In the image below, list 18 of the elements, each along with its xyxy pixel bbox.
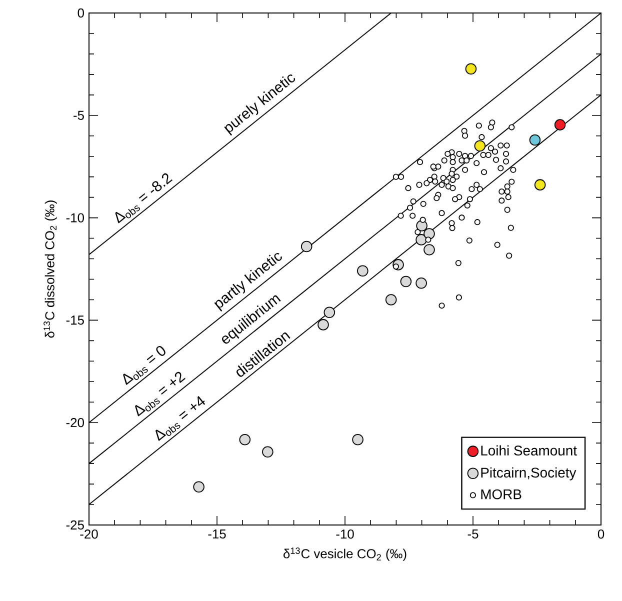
y-tick-label: -5: [74, 110, 84, 120]
legend-label: Δ$_{obs}$ = 0: [123, 346, 166, 385]
y-tick-label: -15: [66, 316, 84, 325]
y-tick-label: -10: [66, 213, 84, 222]
x-tick-label: -15: [208, 530, 226, 539]
x-axis-title: δ$^{13}$C vesicle CO$_{2}$ (‰): [284, 548, 406, 561]
x-tick-label: -10: [336, 530, 354, 539]
legend-label: Pitcairn,Society: [481, 467, 576, 480]
legend-label: MORB: [481, 489, 522, 500]
y-tick-label: 0: [78, 8, 84, 18]
x-tick-label: -20: [80, 530, 98, 539]
legend-label: Loihi Seamount: [481, 445, 577, 456]
x-tick-label: -5: [468, 530, 478, 539]
y-axis-title: δ$^{13}$C dissolved CO$_{2}$ (‰): [44, 200, 57, 338]
x-tick-label: 0: [598, 530, 604, 539]
legend-label: Δ$_{obs}$ = -8.2: [115, 173, 172, 224]
y-tick-label: -25: [66, 520, 84, 530]
y-tick-label: -20: [66, 418, 84, 428]
